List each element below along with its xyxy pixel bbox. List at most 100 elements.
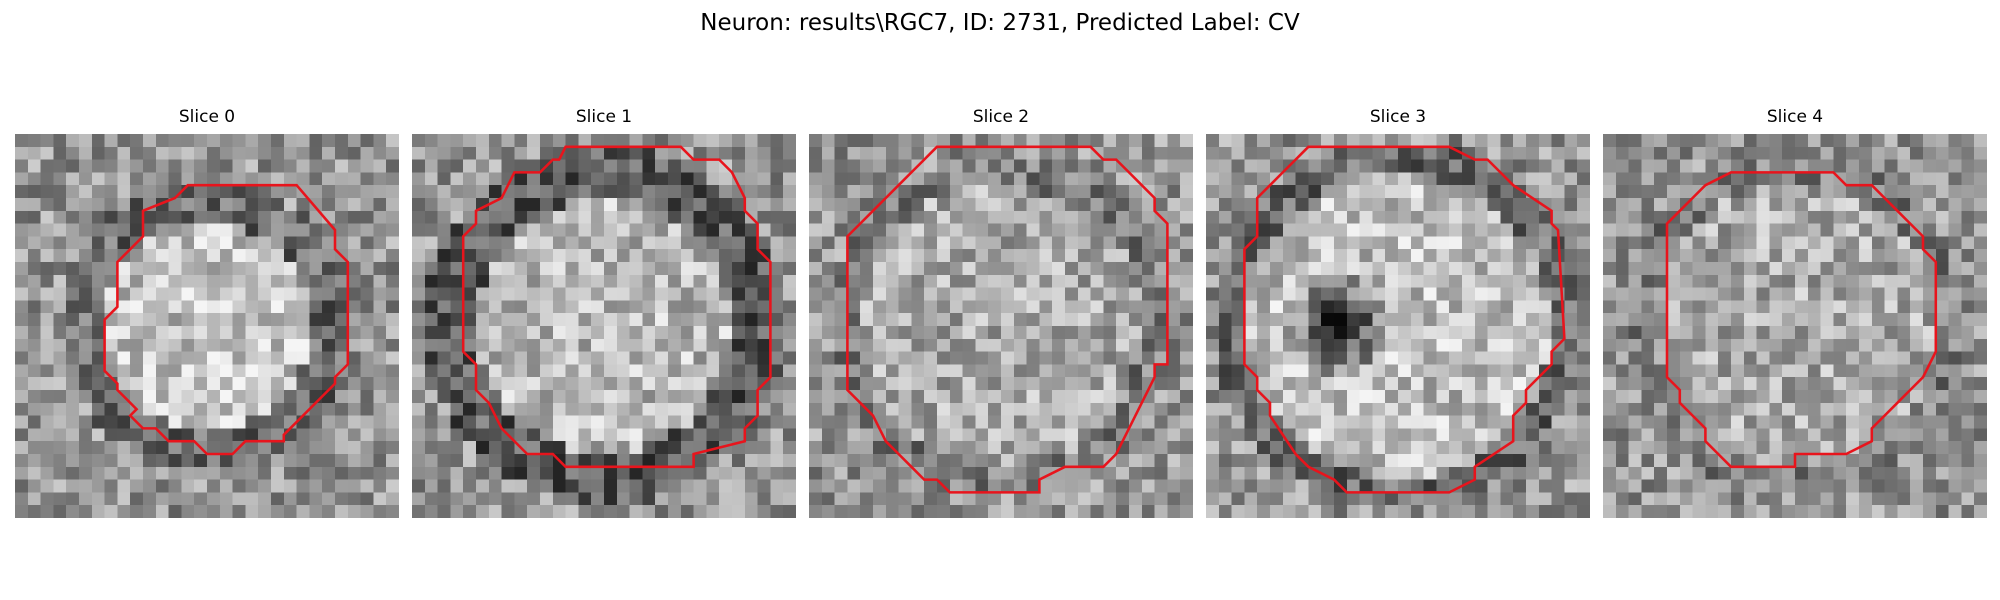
image-pixel	[744, 249, 758, 263]
image-pixel	[437, 390, 451, 404]
image-pixel	[476, 300, 490, 314]
image-pixel	[1231, 402, 1245, 416]
image-pixel	[386, 415, 399, 429]
image-pixel	[1564, 326, 1578, 340]
image-pixel	[1615, 249, 1629, 263]
image-pixel	[757, 326, 771, 340]
image-pixel	[885, 274, 899, 288]
image-pixel	[783, 262, 796, 276]
image-pixel	[1743, 313, 1757, 327]
image-pixel	[1833, 198, 1847, 212]
image-pixel	[1385, 198, 1399, 212]
image-pixel	[1564, 492, 1578, 506]
image-pixel	[860, 262, 874, 276]
image-pixel	[1654, 326, 1668, 340]
image-pixel	[847, 492, 861, 506]
image-pixel	[975, 415, 989, 429]
image-pixel	[91, 338, 105, 352]
image-pixel	[194, 402, 208, 416]
image-pixel	[1500, 505, 1514, 518]
image-pixel	[40, 351, 54, 365]
image-pixel	[1116, 454, 1130, 468]
image-pixel	[1526, 223, 1540, 237]
image-pixel	[283, 274, 297, 288]
image-pixel	[1705, 236, 1719, 250]
image-pixel	[1807, 415, 1821, 429]
image-pixel	[1423, 428, 1437, 442]
image-pixel	[1257, 454, 1271, 468]
image-pixel	[693, 223, 707, 237]
image-pixel	[847, 172, 861, 186]
image-pixel	[1884, 134, 1898, 148]
image-pixel	[1526, 402, 1540, 416]
image-pixel	[565, 364, 579, 378]
image-pixel	[1231, 313, 1245, 327]
image-pixel	[1154, 338, 1168, 352]
image-pixel	[1359, 146, 1373, 160]
image-pixel	[1346, 390, 1360, 404]
image-pixel	[770, 466, 784, 480]
image-pixel	[1641, 415, 1655, 429]
image-pixel	[1257, 262, 1271, 276]
image-pixel	[1961, 441, 1975, 455]
image-pixel	[335, 134, 349, 148]
image-pixel	[1065, 441, 1079, 455]
image-pixel	[501, 390, 515, 404]
image-pixel	[770, 198, 784, 212]
image-pixel	[1897, 185, 1911, 199]
image-pixel	[680, 185, 694, 199]
image-pixel	[283, 210, 297, 224]
image-pixel	[335, 210, 349, 224]
image-pixel	[540, 210, 554, 224]
image-pixel	[744, 338, 758, 352]
image-pixel	[335, 326, 349, 340]
image-pixel	[501, 134, 515, 148]
image-pixel	[27, 402, 41, 416]
image-pixel	[1026, 172, 1040, 186]
image-pixel	[155, 300, 169, 314]
image-pixel	[1039, 454, 1053, 468]
image-pixel	[898, 351, 912, 365]
image-pixel	[1577, 313, 1590, 327]
image-pixel	[1667, 287, 1681, 301]
image-pixel	[143, 338, 157, 352]
image-pixel	[834, 326, 848, 340]
image-pixel	[1923, 441, 1937, 455]
image-pixel	[245, 505, 259, 518]
image-pixel	[680, 505, 694, 518]
image-pixel	[1820, 377, 1834, 391]
image-pixel	[834, 287, 848, 301]
image-pixel	[1923, 479, 1937, 493]
image-pixel	[1154, 236, 1168, 250]
image-pixel	[1077, 146, 1091, 160]
image-pixel	[258, 198, 272, 212]
image-pixel	[770, 454, 784, 468]
image-pixel	[809, 223, 823, 237]
image-pixel	[1180, 454, 1193, 468]
image-pixel	[1180, 466, 1193, 480]
image-pixel	[1103, 402, 1117, 416]
image-pixel	[1359, 185, 1373, 199]
image-pixel	[1359, 198, 1373, 212]
image-pixel	[1295, 287, 1309, 301]
image-pixel	[1807, 172, 1821, 186]
image-pixel	[1026, 274, 1040, 288]
image-pixel	[1667, 505, 1681, 518]
image-pixel	[1871, 223, 1885, 237]
image-pixel	[1321, 402, 1335, 416]
image-pixel	[412, 159, 426, 173]
image-pixel	[501, 364, 515, 378]
image-pixel	[476, 134, 490, 148]
segmentation-contour	[846, 145, 1169, 494]
image-pixel	[347, 313, 361, 327]
image-pixel	[693, 300, 707, 314]
image-pixel	[1615, 466, 1629, 480]
image-pixel	[450, 428, 464, 442]
image-pixel	[1449, 428, 1463, 442]
image-pixel	[1423, 415, 1437, 429]
image-pixel	[847, 402, 861, 416]
image-pixel	[1513, 198, 1527, 212]
image-pixel	[911, 326, 925, 340]
image-pixel	[245, 479, 259, 493]
image-pixel	[1167, 262, 1181, 276]
